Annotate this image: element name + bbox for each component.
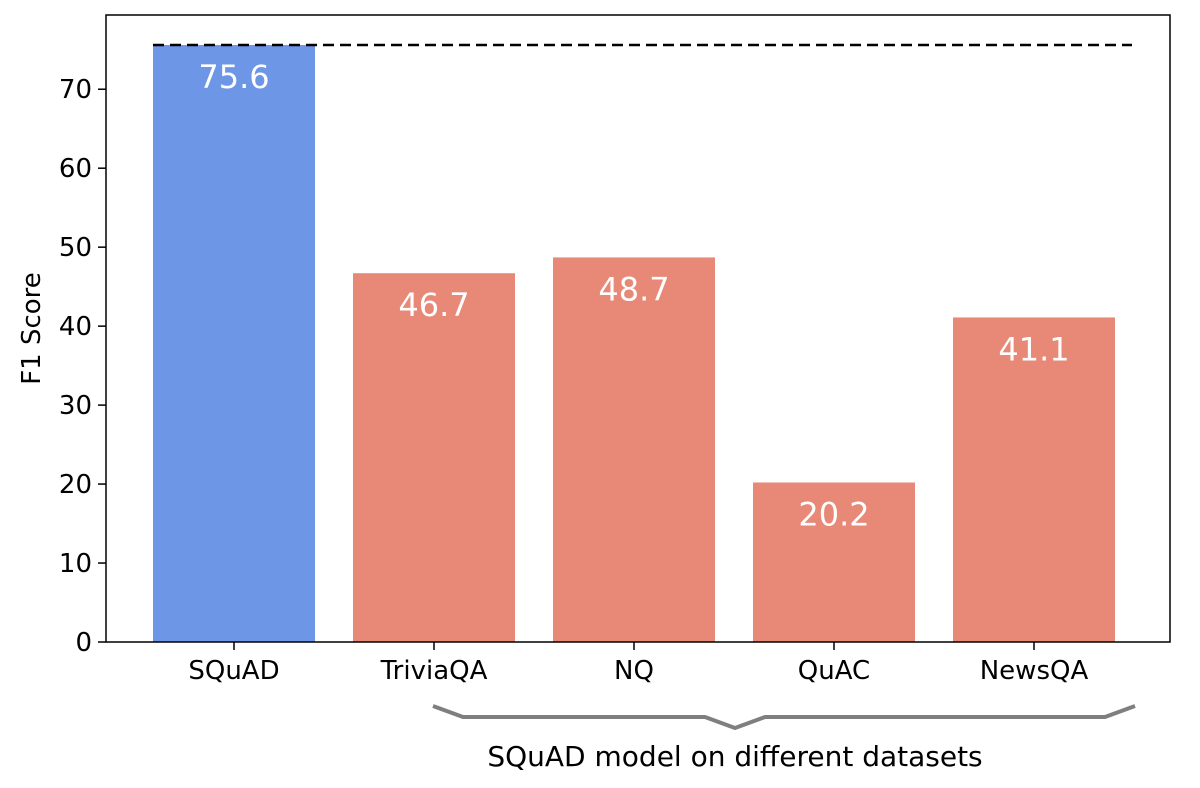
y-tick-label: 40 xyxy=(59,312,92,342)
y-axis-ticks: 0 10 20 30 40 50 60 70 xyxy=(59,75,106,658)
y-tick-label: 30 xyxy=(59,391,92,421)
y-tick-label: 60 xyxy=(59,154,92,184)
x-tick-label: NewsQA xyxy=(980,656,1089,686)
bar-value-label: 75.6 xyxy=(198,58,269,96)
bar-value-label: 41.1 xyxy=(998,330,1069,368)
bar-nq xyxy=(553,257,715,642)
y-tick-label: 20 xyxy=(59,470,92,500)
x-tick-label: NQ xyxy=(614,656,654,686)
x-tick-label: QuAC xyxy=(798,656,870,686)
bar-quac xyxy=(753,482,915,642)
group-caption: SQuAD model on different datasets xyxy=(487,740,982,773)
bar-triviaqa xyxy=(353,273,515,642)
y-tick-label: 70 xyxy=(59,75,92,105)
group-brace xyxy=(432,704,1136,730)
y-axis-title: F1 Score xyxy=(17,272,47,385)
bar-value-label: 48.7 xyxy=(598,270,669,308)
y-tick-label: 0 xyxy=(75,628,92,658)
x-axis-ticks: SQuAD TriviaQA NQ QuAC NewsQA xyxy=(188,642,1088,686)
bar-squad xyxy=(153,45,315,642)
bar-value-label: 20.2 xyxy=(798,495,869,533)
bar-newsqa xyxy=(953,317,1115,642)
x-tick-label: SQuAD xyxy=(188,656,279,686)
bars-layer xyxy=(153,45,1115,642)
bar-value-label: 46.7 xyxy=(398,286,469,324)
plot-frame xyxy=(105,14,1171,643)
bar-value-labels: 75.6 46.7 48.7 20.2 41.1 xyxy=(198,58,1069,533)
x-tick-label: TriviaQA xyxy=(380,656,488,686)
y-tick-label: 50 xyxy=(59,233,92,263)
y-tick-label: 10 xyxy=(59,549,92,579)
